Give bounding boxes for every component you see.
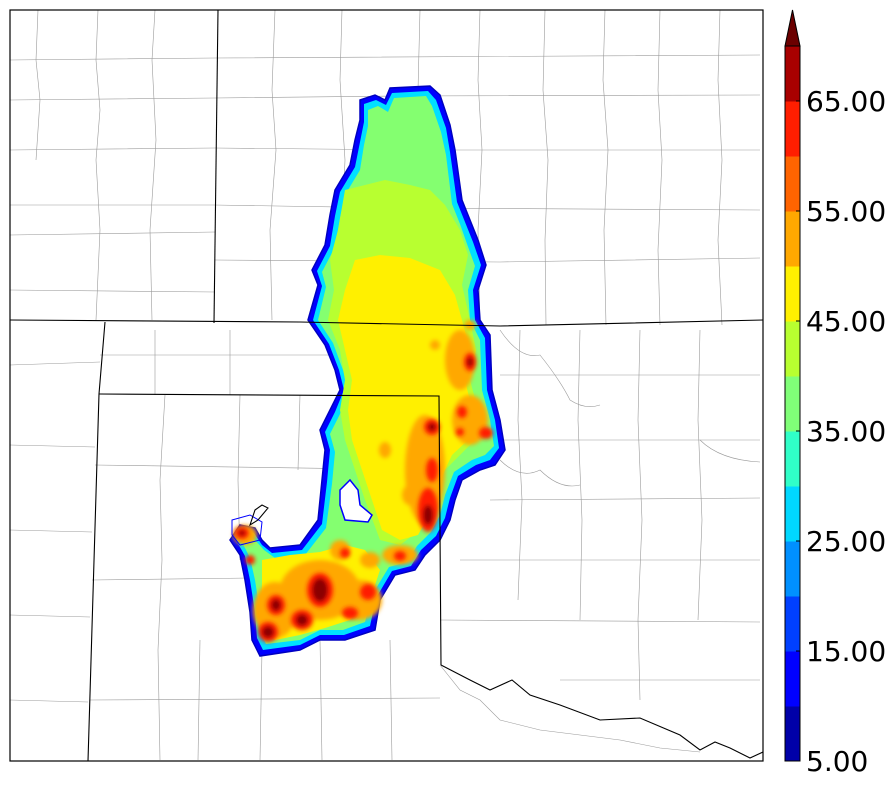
- colorbar-border: [784, 45, 801, 762]
- colorbar-segment: [785, 376, 800, 432]
- colorbar-segment: [785, 431, 800, 487]
- colorbar-ticks: 5.00 15.00 25.00 35.00 45.00 55.00 65.00: [796, 85, 886, 778]
- colorbar: [784, 9, 801, 762]
- reflectivity-field: [229, 85, 506, 657]
- colorbar-tick-label: 15.00: [806, 635, 886, 668]
- colorbar-tick-label: 65.00: [806, 85, 886, 118]
- county-boundaries: [10, 10, 761, 761]
- colorbar-segment: [785, 101, 800, 157]
- state-boundaries: [10, 10, 763, 761]
- reflectivity-gap: [339, 478, 373, 523]
- colorbar-extend-arrow: [784, 9, 801, 47]
- colorbar-segment: [785, 541, 800, 597]
- colorbar-tick-label: 55.00: [806, 195, 886, 228]
- colorbar-segment: [785, 486, 800, 542]
- colorbar-segment: [785, 211, 800, 267]
- colorbar-segment: [785, 706, 800, 762]
- colorbar-tick-label: 5.00: [806, 745, 868, 778]
- colorbar-tick-label: 35.00: [806, 415, 886, 448]
- colorbar-segment: [785, 266, 800, 322]
- reflectivity-high-cells: [235, 353, 493, 642]
- colorbar-tick-label: 25.00: [806, 525, 886, 558]
- colorbar-segment: [785, 156, 800, 212]
- colorbar-segment: [785, 46, 800, 102]
- map-frame: [9, 9, 764, 762]
- colorbar-segment: [785, 321, 800, 377]
- colorbar-segment: [785, 651, 800, 707]
- colorbar-segment: [785, 596, 800, 652]
- colorbar-tick-label: 45.00: [806, 305, 886, 338]
